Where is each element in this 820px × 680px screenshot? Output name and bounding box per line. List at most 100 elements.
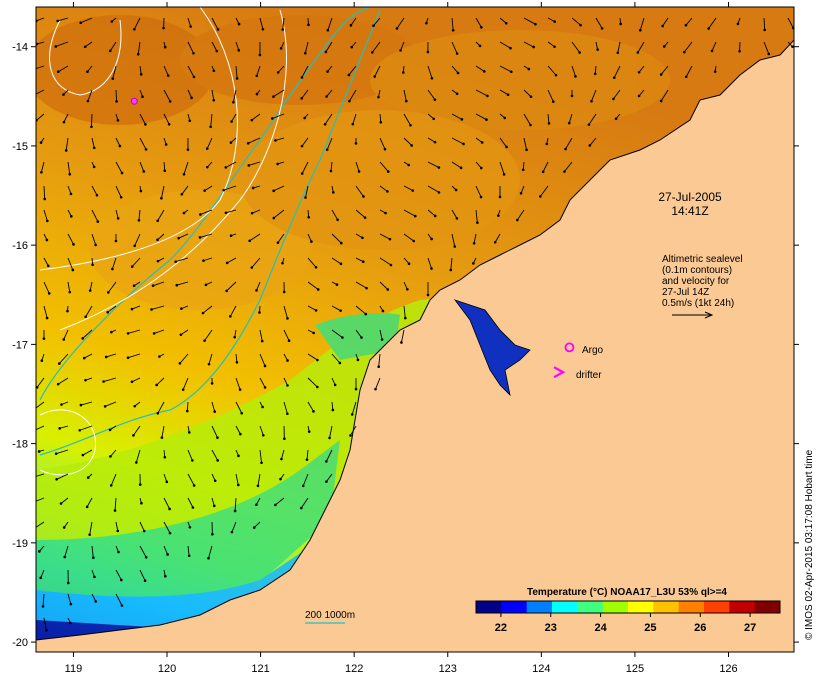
velocity-arrow-head <box>386 170 390 173</box>
velocity-arrow-head <box>614 117 618 120</box>
velocity-arrow <box>379 233 391 240</box>
velocity-arrow <box>499 161 505 175</box>
velocity-arrow-head <box>596 48 599 51</box>
velocity-arrow-head <box>108 428 112 432</box>
velocity-arrow-head <box>151 284 155 287</box>
velocity-arrow <box>565 137 573 150</box>
colorbar-swatch <box>501 601 528 613</box>
velocity-arrow-head <box>380 338 384 341</box>
velocity-arrow <box>591 89 597 102</box>
velocity-arrow <box>115 89 118 102</box>
velocity-arrow-head <box>563 170 566 173</box>
velocity-arrow-head <box>33 527 36 530</box>
velocity-arrow <box>80 17 93 24</box>
velocity-arrow <box>235 41 240 51</box>
velocity-arrow-head <box>237 49 241 52</box>
velocity-arrow-head <box>357 170 361 173</box>
velocity-arrow-head <box>136 52 140 56</box>
velocity-arrow <box>178 233 189 239</box>
velocity-arrow-head <box>62 93 65 96</box>
velocity-arrow <box>89 281 93 291</box>
velocity-arrow-head <box>459 166 463 170</box>
velocity-arrow <box>211 425 218 438</box>
velocity-arrow <box>451 137 464 145</box>
velocity-arrow-head <box>92 556 95 560</box>
velocity-arrow-head <box>503 116 507 120</box>
velocity-arrow-head <box>736 22 740 26</box>
velocity-arrow <box>639 17 645 31</box>
velocity-arrow-head <box>155 383 158 387</box>
sealevel-contour <box>39 409 97 476</box>
velocity-arrow <box>499 41 511 49</box>
velocity-arrow <box>331 209 339 221</box>
velocity-arrow-head <box>307 215 311 219</box>
velocity-arrow-head <box>230 120 233 123</box>
velocity-arrow-head <box>95 193 99 197</box>
colorbar-title: Temperature (°C) NOAA17_L3U 53% ql>=4 <box>527 587 727 598</box>
velocity-arrow-head <box>258 53 262 57</box>
velocity-arrow-head <box>144 148 148 151</box>
velocity-arrow-head <box>142 529 146 533</box>
velocity-arrow-head <box>41 605 45 608</box>
velocity-arrow-head <box>185 409 189 413</box>
velocity-arrow <box>65 137 69 151</box>
velocity-arrow-head <box>505 145 508 149</box>
velocity-arrow <box>568 113 573 124</box>
velocity-arrow <box>67 233 74 245</box>
velocity-arrow <box>91 593 97 602</box>
colorbar-tick-label: 26 <box>694 622 706 634</box>
velocity-arrow-head <box>210 382 214 385</box>
velocity-arrow-head <box>64 149 68 152</box>
velocity-arrow-head <box>413 214 417 218</box>
velocity-arrow-head <box>207 556 210 560</box>
colorbar-swatch <box>476 601 502 613</box>
velocity-arrow <box>523 41 534 48</box>
altimetry-legend-line: 27-Jul 14Z <box>662 287 709 298</box>
velocity-arrow <box>67 257 74 271</box>
velocity-arrow-head <box>109 484 113 487</box>
velocity-arrow <box>281 449 285 460</box>
velocity-arrow-head <box>403 316 407 320</box>
velocity-arrow <box>451 17 454 31</box>
velocity-arrow-head <box>205 147 209 150</box>
velocity-arrow-head <box>502 173 506 176</box>
velocity-arrow <box>331 305 341 312</box>
velocity-arrow-head <box>132 284 136 287</box>
velocity-arrow-head <box>430 237 433 241</box>
velocity-arrow-head <box>516 218 519 222</box>
velocity-arrow <box>67 593 72 605</box>
velocity-arrow-head <box>83 45 87 49</box>
velocity-arrow-head <box>455 217 459 220</box>
velocity-arrow-head <box>659 99 663 103</box>
velocity-arrow-head <box>56 19 59 23</box>
velocity-arrow <box>235 401 243 414</box>
velocity-arrow <box>306 449 309 460</box>
velocity-arrow-head <box>272 189 275 193</box>
velocity-arrow-head <box>256 484 260 488</box>
colorbar-swatch <box>602 601 629 613</box>
velocity-arrow <box>187 89 192 99</box>
velocity-arrow-head <box>276 71 280 74</box>
velocity-arrow-head <box>186 148 190 151</box>
altimetry-legend-line: (0.1m contours) <box>662 265 732 276</box>
velocity-arrow-head <box>480 25 483 29</box>
colorbar-swatch <box>653 601 680 613</box>
velocity-arrow-head <box>496 214 500 217</box>
velocity-arrow-head <box>301 484 305 488</box>
velocity-arrow-head <box>55 477 58 481</box>
velocity-arrow-head <box>261 27 265 31</box>
velocity-arrow-head <box>255 289 258 292</box>
velocity-arrow <box>379 113 382 123</box>
velocity-arrow-head <box>479 166 483 170</box>
velocity-arrow <box>56 473 69 480</box>
velocity-arrow-head <box>316 288 320 291</box>
velocity-arrow-head <box>62 338 66 341</box>
velocity-arrow-head <box>86 99 90 103</box>
velocity-arrow-head <box>462 142 465 146</box>
velocity-arrow-head <box>240 411 244 415</box>
velocity-arrow-head <box>539 195 542 198</box>
velocity-arrow <box>43 257 49 267</box>
velocity-arrow <box>211 401 216 412</box>
velocity-arrow-head <box>187 431 191 434</box>
colorbar-swatch <box>678 601 705 613</box>
